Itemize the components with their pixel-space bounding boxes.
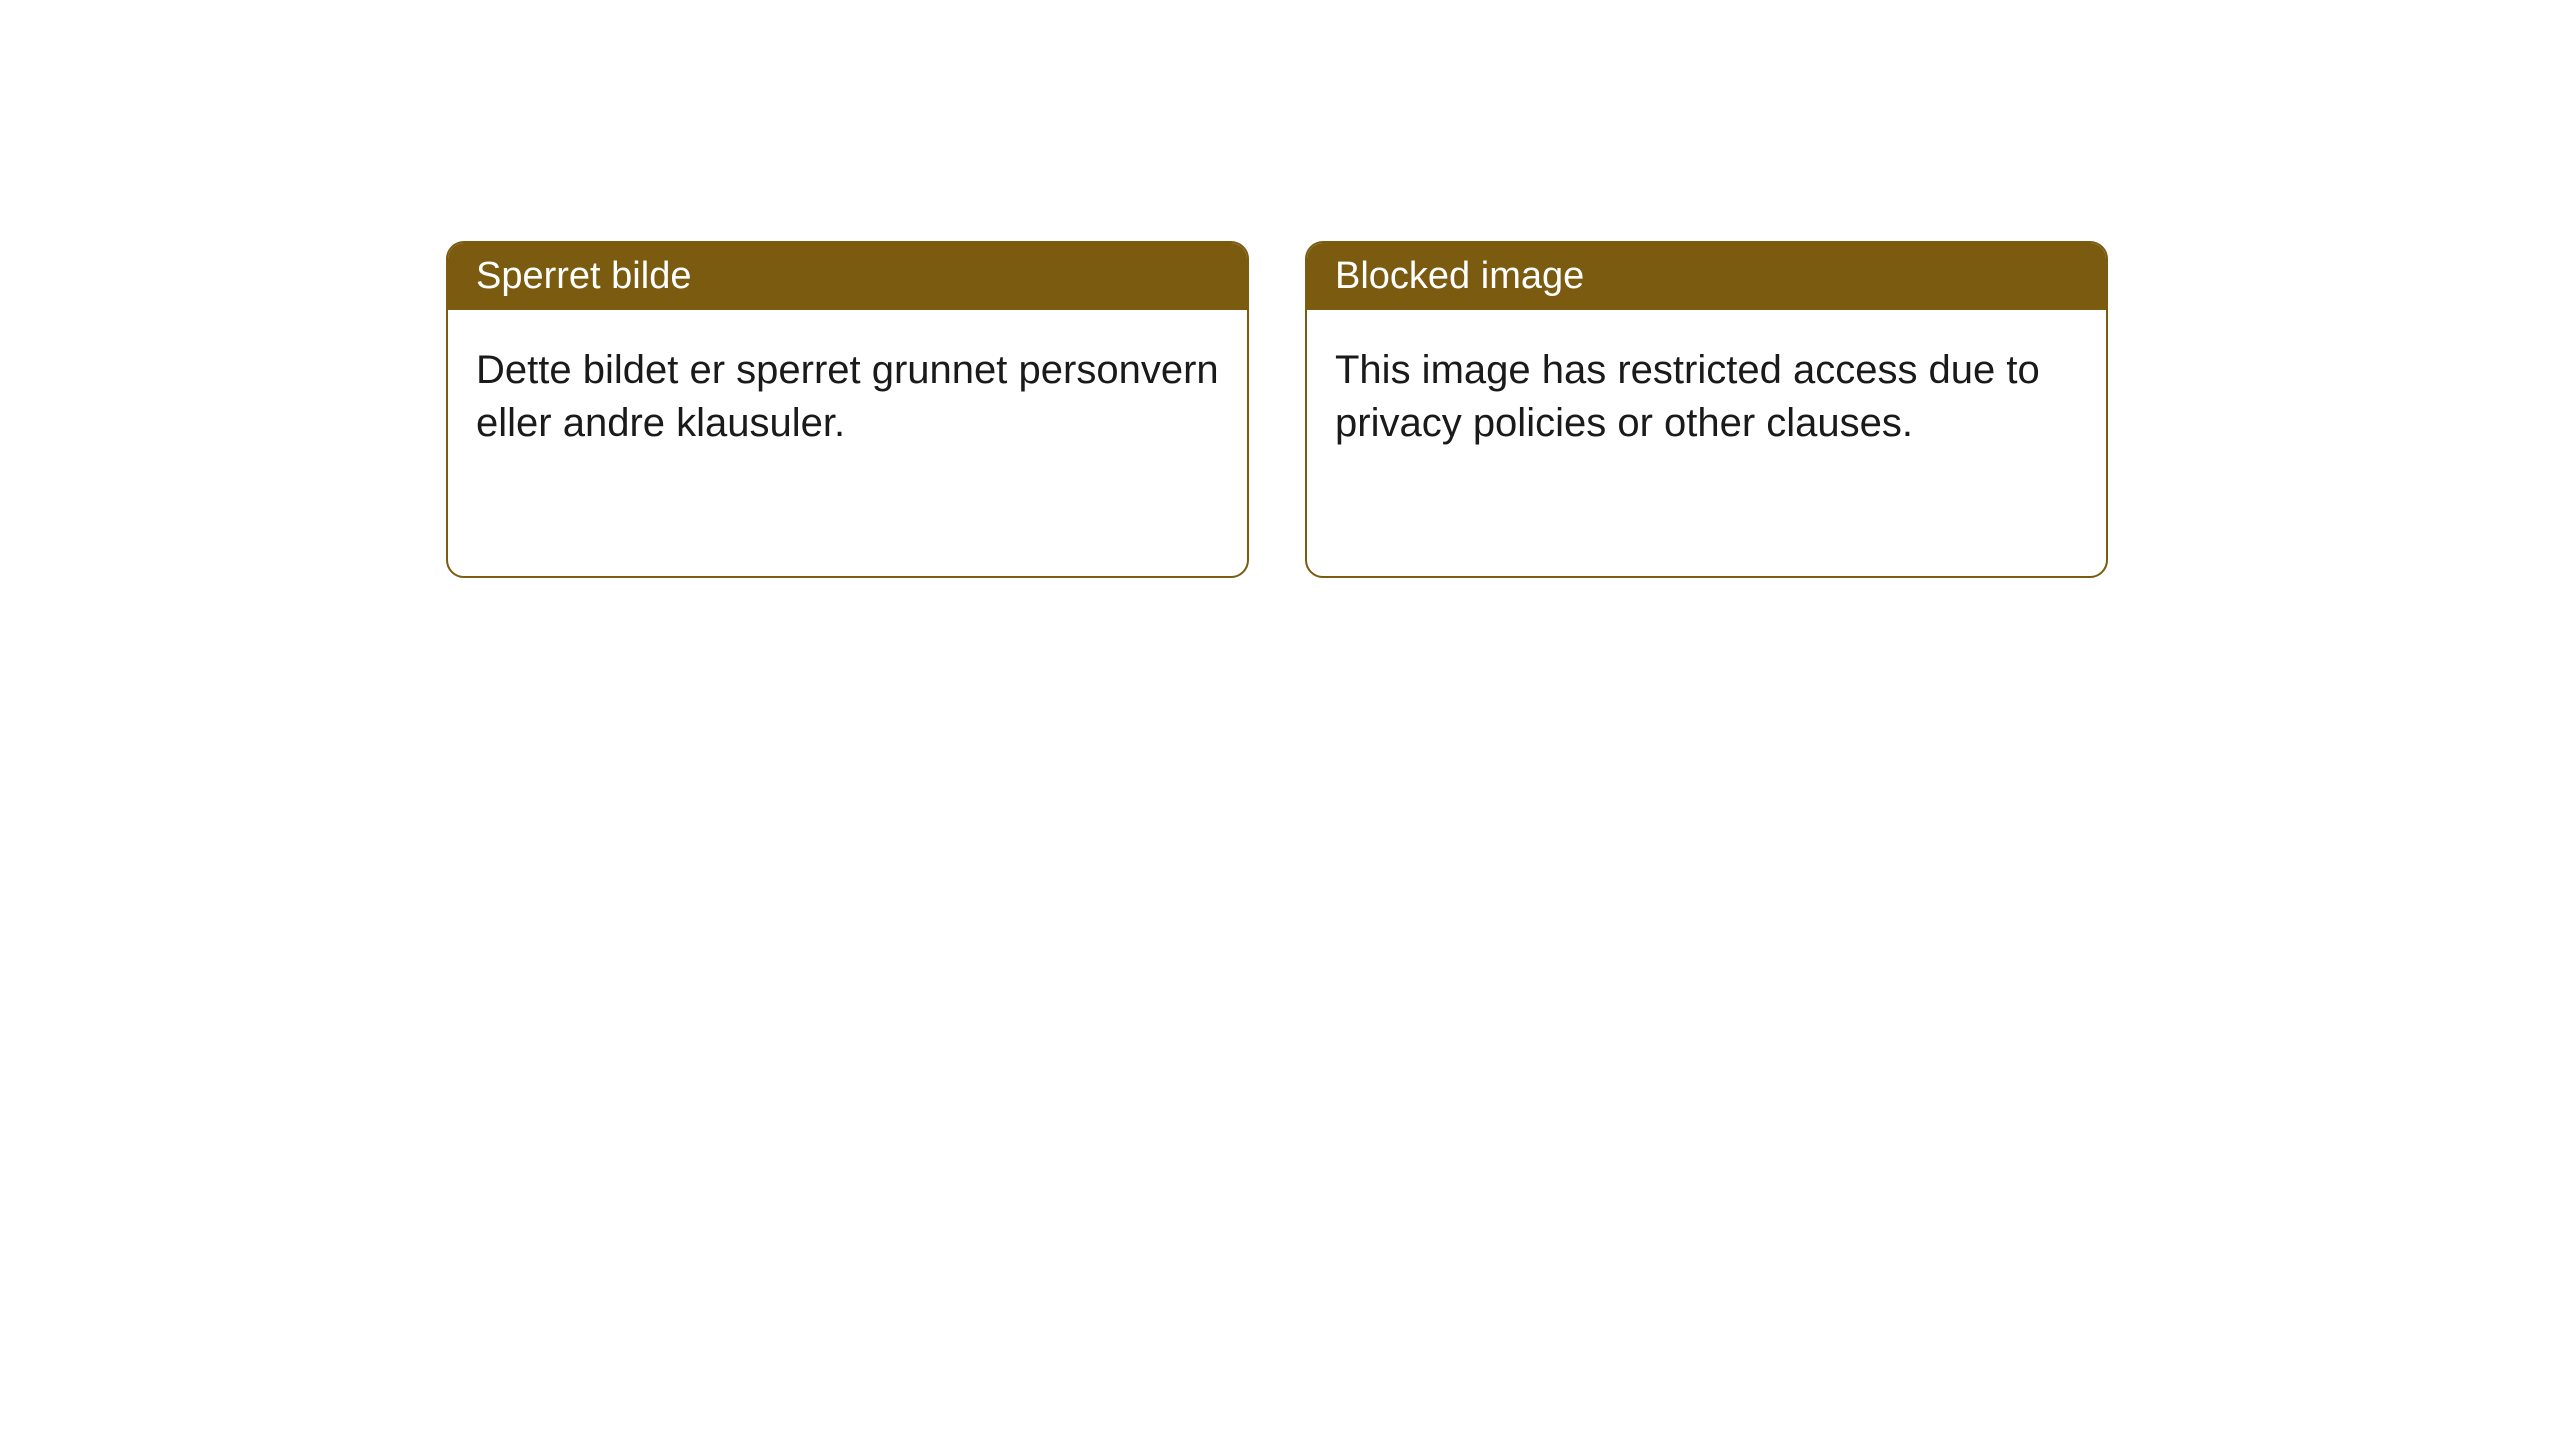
notice-title-english: Blocked image — [1307, 243, 2106, 310]
notice-container: Sperret bilde Dette bildet er sperret gr… — [0, 0, 2560, 578]
notice-body-norwegian: Dette bildet er sperret grunnet personve… — [448, 310, 1247, 484]
notice-title-norwegian: Sperret bilde — [448, 243, 1247, 310]
notice-body-english: This image has restricted access due to … — [1307, 310, 2106, 484]
notice-card-english: Blocked image This image has restricted … — [1305, 241, 2108, 578]
notice-card-norwegian: Sperret bilde Dette bildet er sperret gr… — [446, 241, 1249, 578]
